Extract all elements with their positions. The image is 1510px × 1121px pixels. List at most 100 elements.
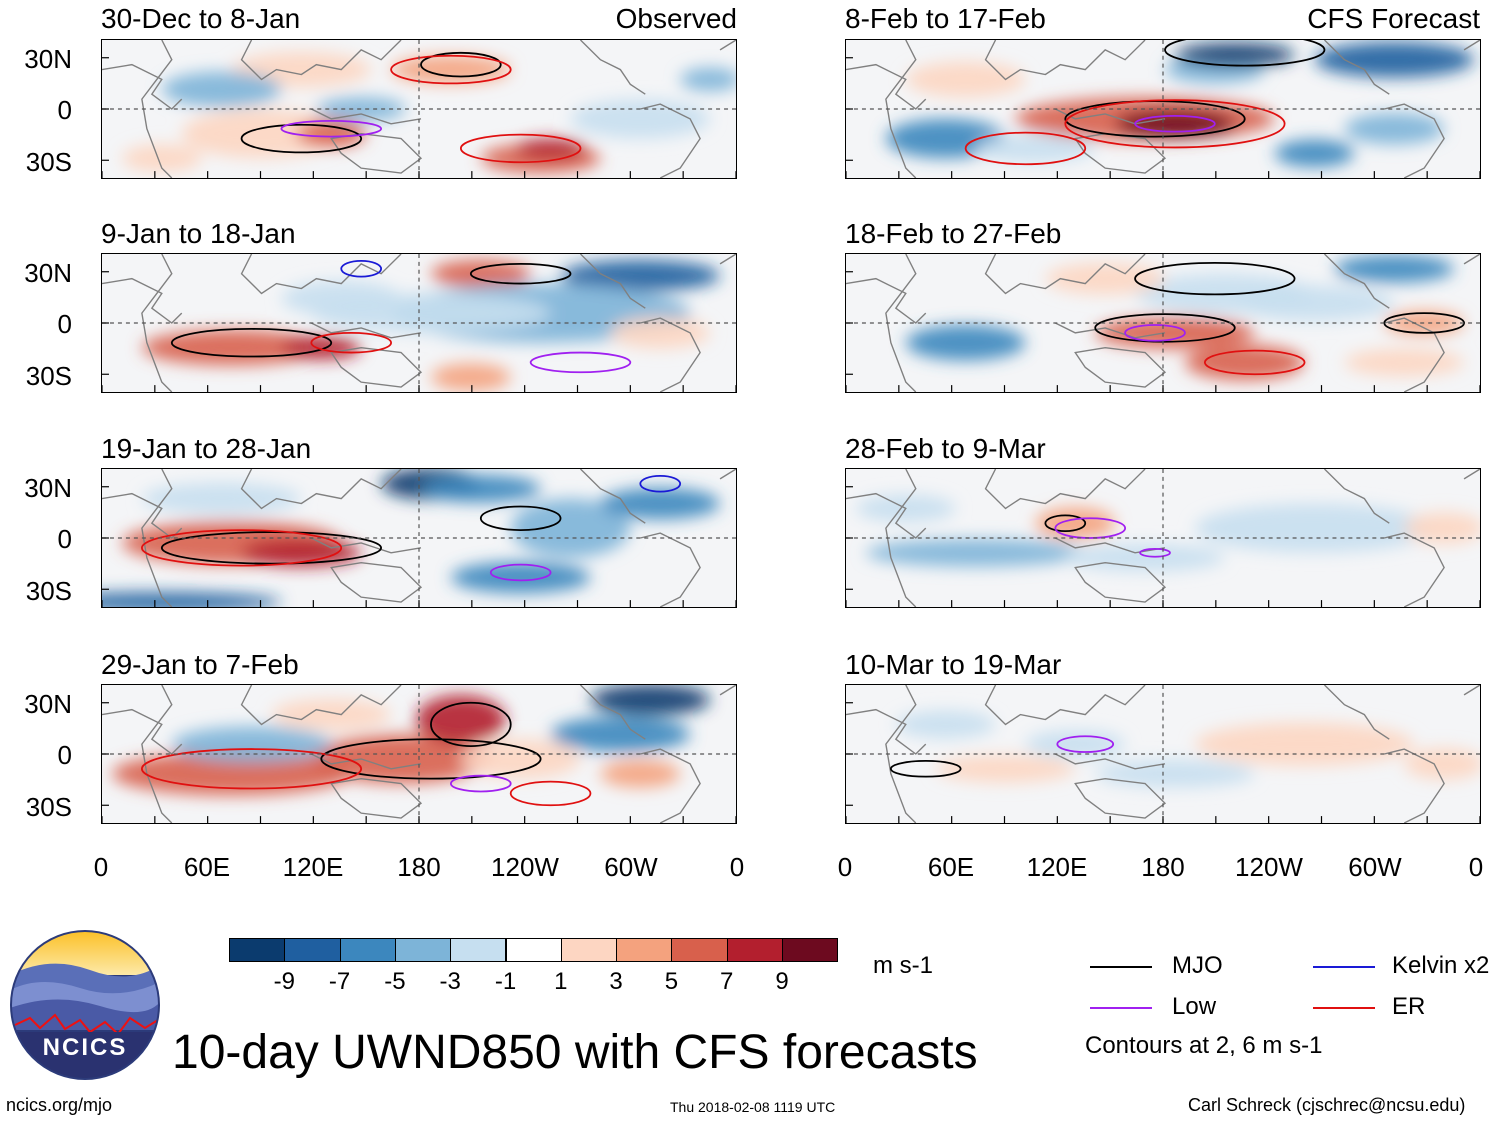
coastline: [1055, 322, 1166, 339]
x-tick: 60W: [1348, 852, 1402, 882]
colorbar-swatch: [782, 938, 839, 962]
contour-line: [509, 780, 592, 807]
coastline: [102, 492, 183, 539]
wind-anomaly-blob: [1174, 42, 1295, 67]
y-tick-0: 0: [57, 95, 72, 125]
contour-line: [390, 54, 512, 85]
coastline: [984, 469, 1146, 510]
coastline: [579, 469, 646, 524]
panel-title-2: 9-Jan to 18-Jan: [101, 218, 296, 249]
contour-line: [479, 505, 562, 532]
coastline: [1463, 685, 1480, 696]
wind-anomaly-blob: [560, 259, 721, 292]
y-tick-30s: 30S: [25, 792, 72, 822]
y-tick-0: 0: [57, 309, 72, 339]
coastline: [1055, 537, 1166, 554]
map-panel-4: [101, 684, 737, 824]
colorbar-swatch: [339, 938, 396, 962]
x-tick: 60W: [604, 852, 658, 882]
contour-line: [240, 123, 363, 154]
coastline: [240, 40, 402, 81]
y-tick-30n: 30N: [24, 44, 72, 74]
wind-anomaly-blob: [316, 97, 407, 121]
legend-er-line: [1313, 1007, 1375, 1009]
y-tick-0: 0: [57, 740, 72, 770]
x-tick: 120W: [1235, 852, 1303, 882]
x-tick: 120E: [1026, 852, 1088, 882]
colorbar-swatch: [560, 938, 618, 962]
wind-anomaly-blob: [271, 698, 392, 731]
wind-anomaly-blob: [1384, 311, 1465, 335]
wind-anomaly-blob: [885, 118, 1006, 159]
x-tick: 0: [1468, 852, 1484, 882]
coastline: [102, 277, 183, 324]
wind-field: [102, 469, 721, 607]
colorbar-label: -9: [273, 968, 295, 995]
wind-anomaly-blob: [111, 752, 352, 796]
contour-line: [340, 260, 383, 278]
coastline: [102, 63, 183, 110]
wind-anomaly-blob: [1344, 112, 1445, 145]
wind-anomaly-blob: [460, 739, 581, 779]
map-svg: [102, 40, 736, 178]
legend-kelvin-label: Kelvin x2: [1392, 952, 1490, 979]
contour-line: [1164, 40, 1326, 67]
coastline: [330, 561, 423, 603]
contour-note: Contours at 2, 6 m s-1: [1085, 1032, 1323, 1059]
coastline: [984, 685, 1146, 726]
contour-line: [310, 331, 392, 354]
coastline: [1323, 40, 1390, 95]
contour-line: [140, 529, 343, 567]
x-tick: 0: [837, 852, 853, 882]
wind-anomaly-blob: [1194, 503, 1435, 553]
contour-line: [1064, 99, 1286, 149]
colorbar-label: 7: [720, 968, 734, 995]
map-svg: [102, 685, 736, 823]
colorbar-label: -1: [494, 968, 517, 995]
contour-line: [529, 351, 632, 374]
wind-anomaly-blob: [865, 538, 1086, 567]
map-svg: [846, 469, 1480, 607]
map-svg: [846, 40, 1480, 178]
wind-anomaly-blob: [1274, 139, 1355, 168]
map-panel-6: [845, 253, 1481, 393]
credit: Carl Schreck (cjschrec@ncsu.edu): [1188, 1095, 1466, 1115]
contour-line: [450, 774, 512, 793]
wind-anomaly-blob: [590, 685, 711, 716]
coastline: [719, 469, 736, 480]
colorbar-swatch: [671, 938, 728, 962]
panel-title-1: 30-Dec to 8-Jan: [101, 3, 301, 34]
colorbar-swatch: [450, 938, 507, 962]
wind-anomaly-blob: [550, 716, 691, 753]
wind-anomaly-blob: [600, 759, 681, 788]
wind-anomaly-blob: [905, 324, 1026, 361]
x-tick: 180: [1141, 852, 1185, 882]
wind-anomaly-blob: [1184, 344, 1305, 381]
legend-low-line: [1090, 1007, 1152, 1009]
contour-line: [1094, 313, 1236, 343]
logo-graphic: NCICS: [10, 930, 160, 1080]
colorbar-swatch: [394, 938, 452, 962]
coastline: [1323, 685, 1390, 740]
map-panel-1: [101, 39, 737, 179]
wind-anomaly-blob: [1045, 262, 1165, 295]
coastline: [240, 469, 402, 510]
wind-anomaly-blob: [1404, 512, 1480, 544]
wind-anomaly-blob: [296, 119, 367, 148]
contour-line: [420, 51, 502, 78]
wind-anomaly-blob: [121, 144, 202, 173]
coastline: [984, 40, 1146, 81]
ncics-logo[interactable]: NCICS: [10, 930, 160, 1080]
website-link[interactable]: ncics.org/mjo: [6, 1095, 113, 1115]
coastline: [1323, 254, 1390, 309]
wind-anomaly-blob: [1234, 285, 1395, 322]
map-panel-3: [101, 468, 737, 608]
coastline: [579, 254, 646, 309]
x-tick: 120E: [282, 852, 344, 882]
y-tick-0: 0: [57, 524, 72, 554]
wind-anomaly-blob: [975, 134, 1096, 163]
contour-line: [1056, 735, 1115, 753]
x-tick: 120W: [491, 852, 559, 882]
map-panel-2: [101, 253, 737, 393]
colorbar-unit: m s-1: [873, 952, 933, 979]
